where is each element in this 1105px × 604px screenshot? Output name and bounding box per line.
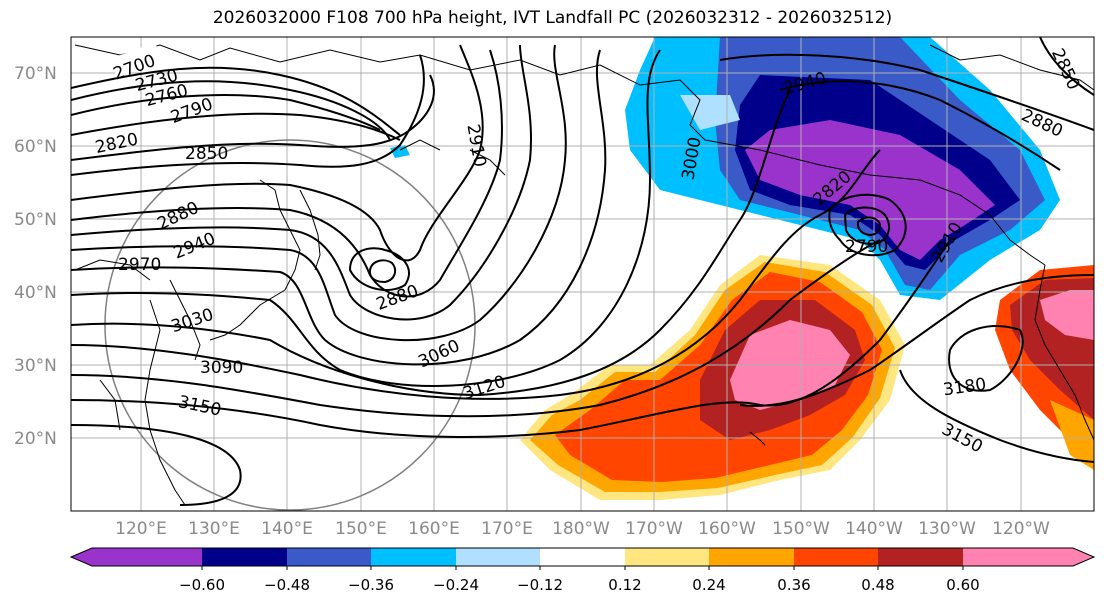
longitude-labels: 120°E 130°E 140°E 150°E 160°E 170°E 180°… xyxy=(115,519,1050,539)
lon-label-140e: 140°E xyxy=(261,519,313,539)
contour-label-3090: 3090 xyxy=(200,358,243,378)
colorbar-tick-label: −0.36 xyxy=(348,576,394,594)
colorbar-ticks: −0.60 −0.48 −0.36 −0.24 −0.12 0.12 0.24 … xyxy=(179,566,980,594)
colorbar-segment xyxy=(71,548,202,566)
lat-label-30n: 30°N xyxy=(14,356,57,376)
height-contours xyxy=(71,37,1094,506)
colorbar-tick-label: 0.24 xyxy=(692,576,725,594)
colorbar-segment xyxy=(540,548,625,566)
colorbar-tick-label: 0.12 xyxy=(608,576,641,594)
lon-label-130w: 130°W xyxy=(918,519,976,539)
map-frame xyxy=(70,36,1095,512)
latitude-labels: 70°N 60°N 50°N 40°N 30°N 20°N xyxy=(14,64,57,449)
colorbar-tick-label: −0.24 xyxy=(433,576,479,594)
ivt-positive-field xyxy=(520,255,1094,500)
lon-label-120w: 120°W xyxy=(992,519,1050,539)
ivt-negative-field xyxy=(390,37,1060,300)
lon-label-150e: 150°E xyxy=(335,519,387,539)
lon-label-140w: 140°W xyxy=(845,519,903,539)
lon-label-160w: 160°W xyxy=(698,519,756,539)
lat-label-60n: 60°N xyxy=(14,137,57,157)
lat-label-70n: 70°N xyxy=(14,64,57,84)
colorbar-tick-label: 0.60 xyxy=(946,576,979,594)
colorbar-segment xyxy=(371,548,456,566)
contour-label-2850: 2850 xyxy=(185,144,228,164)
colorbar-segments xyxy=(69,547,1096,567)
lat-label-50n: 50°N xyxy=(14,210,57,230)
lon-label-130e: 130°E xyxy=(188,519,240,539)
colorbar-segment xyxy=(287,548,371,566)
map-title: 2026032000 F108 700 hPa height, IVT Land… xyxy=(212,8,893,28)
colorbar-segment xyxy=(794,548,878,566)
lon-label-120e: 120°E xyxy=(115,519,167,539)
reference-circle xyxy=(104,139,476,511)
lon-label-180w: 180°W xyxy=(552,519,610,539)
contour-label-2790-east: 2790 xyxy=(845,237,888,257)
lat-label-20n: 20°N xyxy=(14,429,57,449)
colorbar-tick-label: −0.12 xyxy=(517,576,563,594)
colorbar-tick-label: 0.36 xyxy=(777,576,810,594)
colorbar-outline xyxy=(69,547,1096,567)
colorbar-tick-label: −0.60 xyxy=(179,576,225,594)
ivt-west-coast-pink xyxy=(1040,290,1094,340)
colorbar: −0.60 −0.48 −0.36 −0.24 −0.12 0.12 0.24 … xyxy=(69,547,1096,594)
colorbar-tick-label: −0.48 xyxy=(264,576,310,594)
lon-label-150w: 150°W xyxy=(772,519,830,539)
contour-label-2970: 2970 xyxy=(118,255,161,275)
coastlines xyxy=(74,44,1094,506)
colorbar-segment xyxy=(709,548,794,566)
colorbar-segment xyxy=(625,548,709,566)
ivt-west-coast-orange-rim xyxy=(1050,400,1094,470)
lon-label-170e: 170°E xyxy=(481,519,533,539)
colorbar-segment xyxy=(963,548,1094,566)
lon-label-170w: 170°W xyxy=(625,519,683,539)
ivt-band-light xyxy=(680,95,740,130)
colorbar-tick-label: 0.48 xyxy=(861,576,894,594)
colorbar-segment xyxy=(878,548,963,566)
colorbar-segment xyxy=(202,548,287,566)
colorbar-segment xyxy=(456,548,540,566)
ivt-band-purple xyxy=(745,120,995,260)
lat-label-40n: 40°N xyxy=(14,283,57,303)
lon-label-160e: 160°E xyxy=(408,519,460,539)
map-area: 2700 2730 2760 2790 2820 2850 2880 2940 … xyxy=(71,37,1094,511)
